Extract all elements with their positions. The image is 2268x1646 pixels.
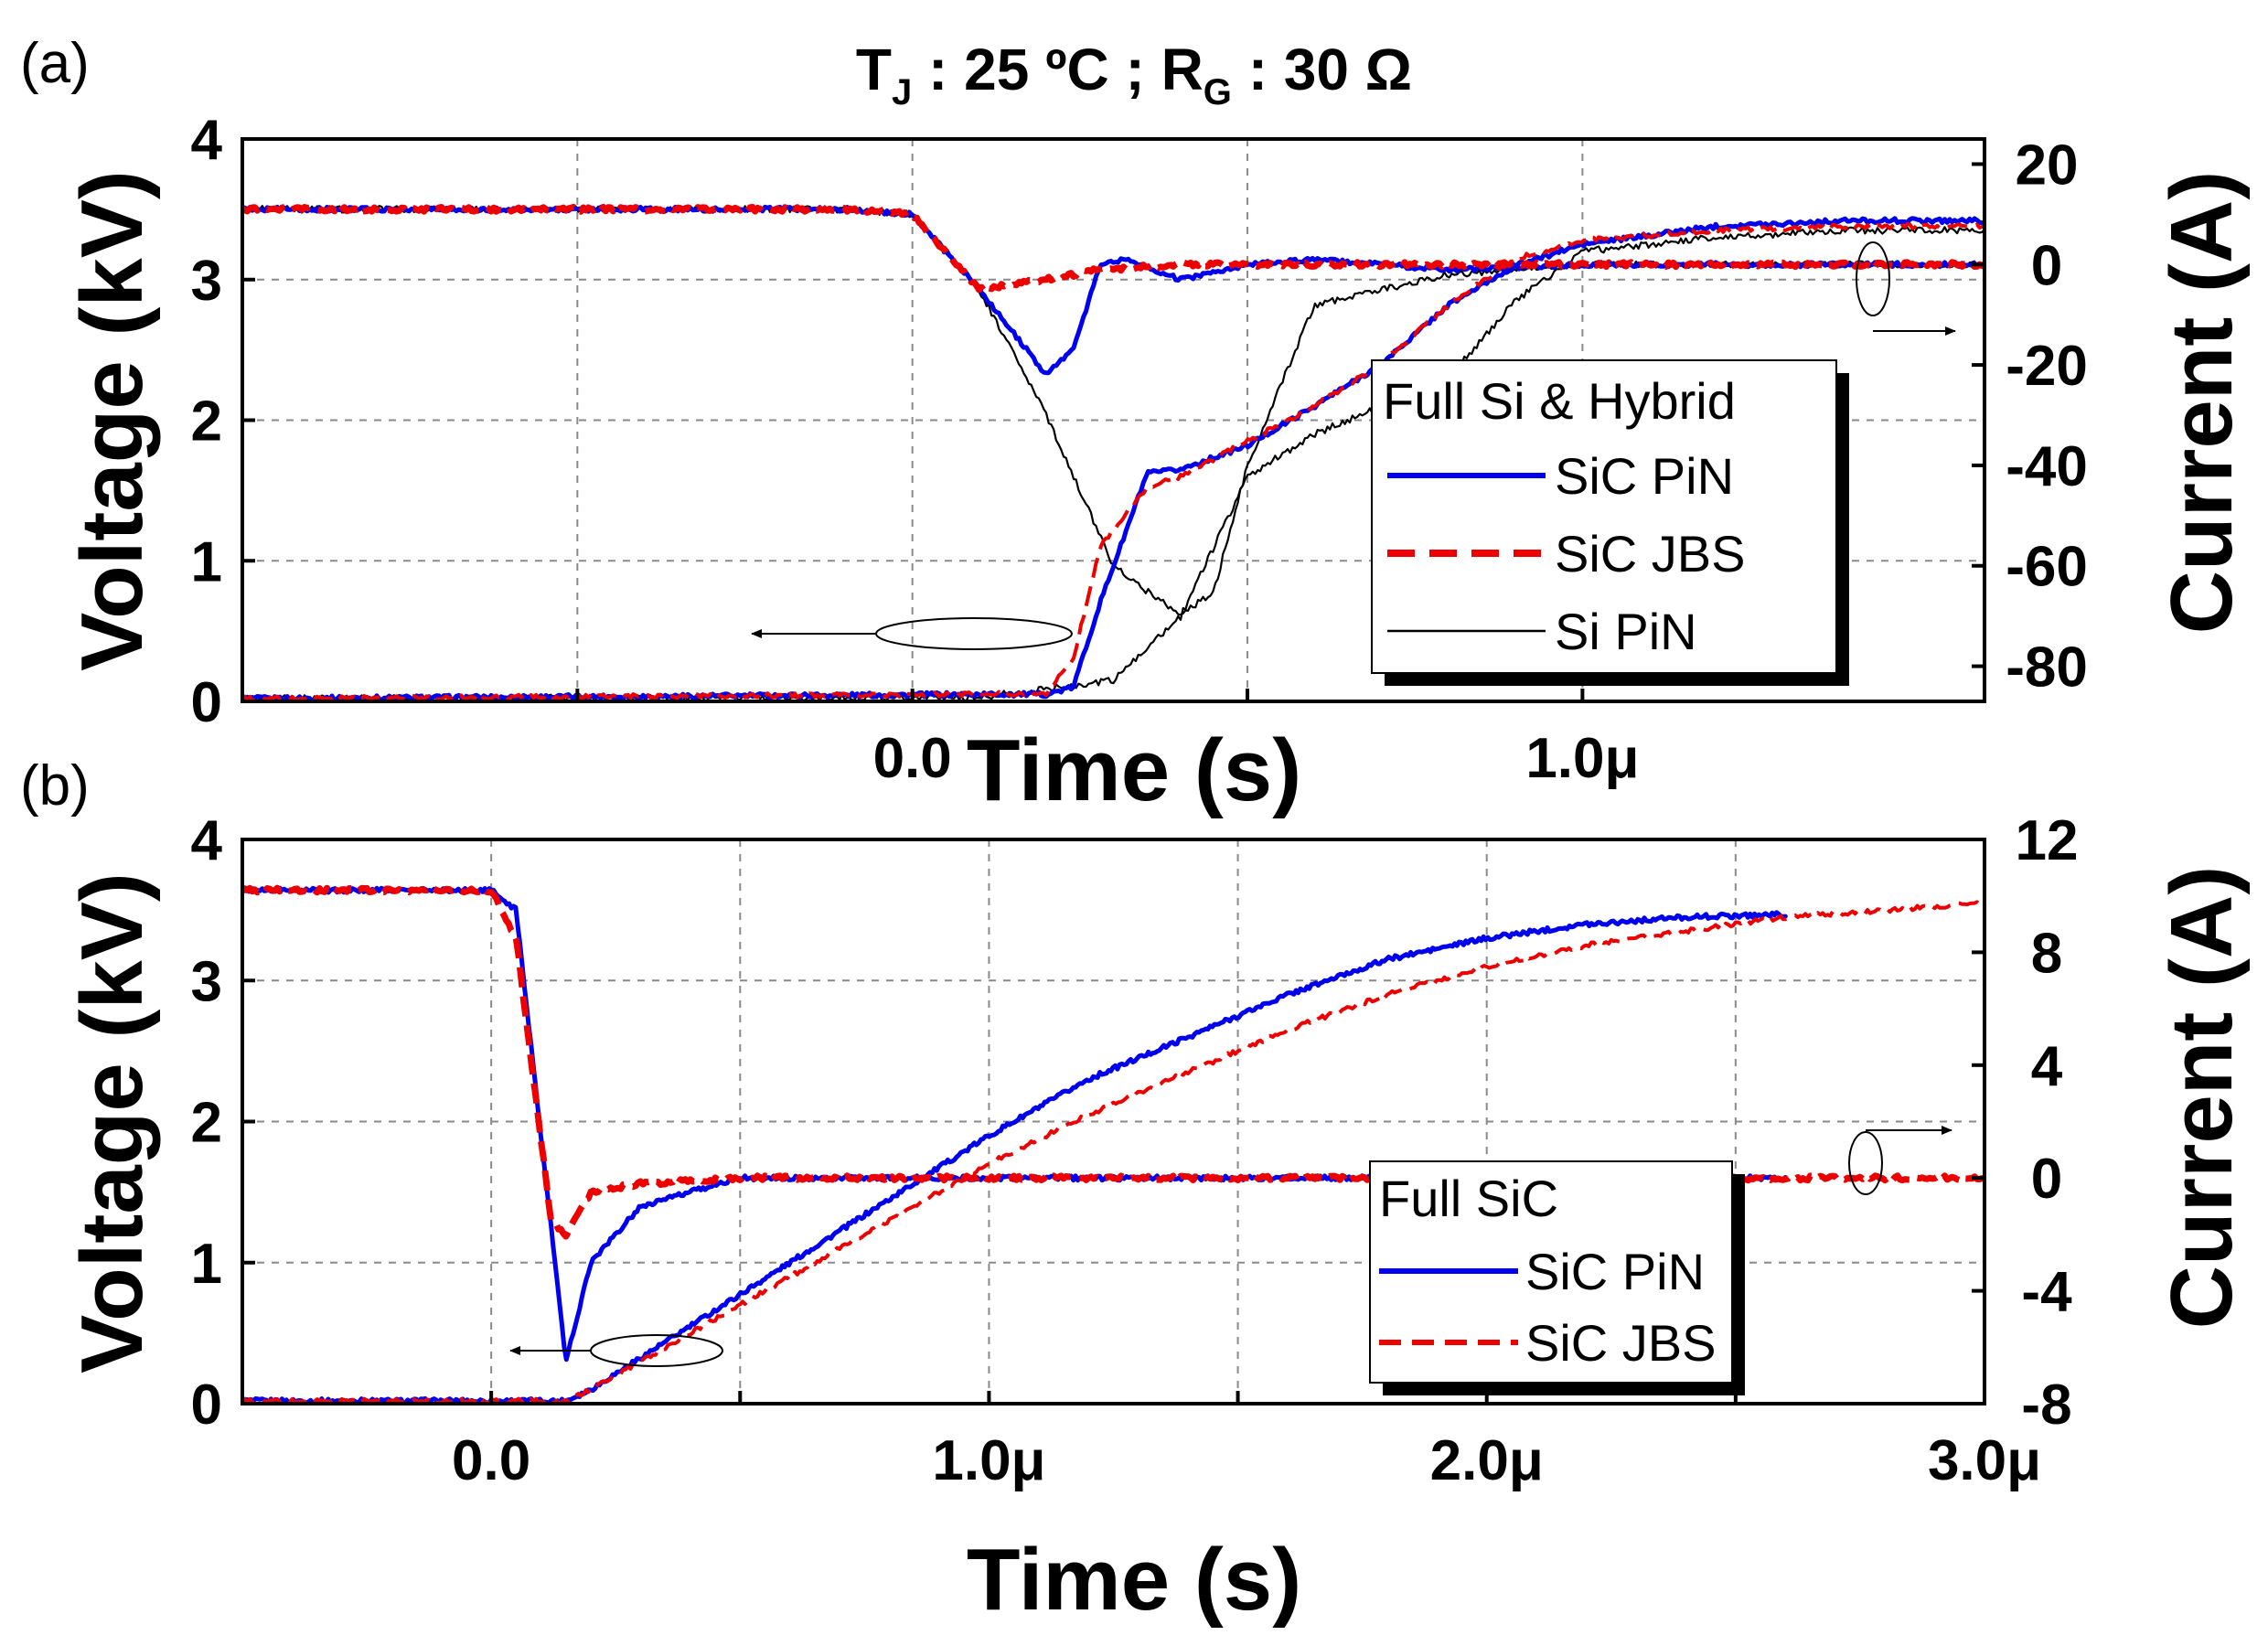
legend-label-si-pin: Si PiN [1555,603,1697,660]
title-mid: : 25 ºC ; R [912,37,1204,102]
legend-label-sic-jbs: SiC JBS [1525,1314,1717,1372]
y2-tick-label: -80 [2006,636,2088,700]
y2-tick-label: -40 [2006,435,2088,498]
x-tick-label: 3.0μ [1928,1429,2041,1492]
y2-tick-label: 0 [2031,234,2062,297]
y-tick-label: 1 [191,530,222,593]
panel-a-current-ellipse [1856,241,1890,316]
panel-b-x-axis-title: Time (s) [967,1531,1301,1629]
panel-a-voltage-ellipse [875,617,1073,650]
panel-a-label: (a) [20,32,90,95]
panel-b-y2-axis-title: Current (A) [2153,866,2251,1330]
legend-label-sic-pin: SiC PiN [1525,1243,1705,1300]
panel-b-y2-tick-labels: 12 8 4 0 -4 -8 [2016,809,2079,1437]
y2-tick-label: -60 [2006,536,2088,599]
title-sub2: G [1204,72,1232,112]
panel-a-y2-tick-labels: 20 0 -20 -40 -60 -80 [2006,134,2088,699]
legend-title: Full Si & Hybrid [1383,372,1736,430]
panel-a-ticks [242,137,1984,703]
y-tick-label: 3 [191,250,222,313]
x-tick-label: 1.0μ [932,1429,1045,1492]
x-tick-label: 0.0 [452,1429,530,1492]
panel-a-y-tick-labels: 0 1 2 3 4 [191,109,223,734]
panel-a-x-axis-title: Time (s) [967,721,1301,819]
y-tick-label: 3 [191,950,222,1013]
figure-title: TJ : 25 ºC ; RG : 30 Ω [856,37,1412,112]
panel-a-x-tick-labels: 0.0 1.0μ [873,727,1640,790]
y2-tick-label: 12 [2016,809,2079,872]
series-sic-jbs-voltage-line [242,900,1984,1404]
x-tick-label: 2.0μ [1430,1429,1544,1492]
title-tail: : 30 Ω [1232,37,1412,102]
title-sub1: J [892,72,912,112]
y-tick-label: 1 [191,1233,222,1296]
panel-b-y-tick-labels: 0 1 2 3 4 [191,809,223,1437]
y2-tick-label: 0 [2031,1148,2062,1211]
x-tick-label: 1.0μ [1525,727,1639,790]
panel-a-y2-axis-title: Current (A) [2153,171,2251,635]
y2-tick-label: 8 [2031,922,2062,985]
y2-tick-label: 20 [2016,134,2079,197]
y2-tick-label: -4 [2021,1261,2072,1324]
series-sic-pin-voltage-line [242,910,1788,1404]
legend-label-sic-jbs: SiC JBS [1555,525,1746,583]
y-tick-label: 2 [191,390,222,454]
panel-b-label: (b) [20,754,90,818]
x-tick-label: 0.0 [873,727,952,790]
y-tick-label: 0 [191,1373,222,1437]
y2-tick-label: -20 [2006,335,2088,398]
panel-b-y-axis-title: Voltage (kV) [63,872,161,1373]
y-tick-label: 0 [191,671,222,734]
legend-box [1371,359,1837,674]
y-tick-label: 4 [191,109,223,172]
panel-b-current-ellipse [1848,1131,1883,1195]
legend-title: Full SiC [1379,1170,1558,1227]
series-sic-jbs-current-line [242,203,1984,294]
legend-label-sic-pin: SiC PiN [1555,447,1734,505]
series-sic-jbs-voltage-line [242,222,1984,701]
y2-tick-label: -8 [2021,1373,2071,1437]
y-tick-label: 2 [191,1092,222,1155]
panel-a-series [242,203,1984,701]
y-tick-label: 4 [191,809,223,872]
panel-a: (a) 0 1 2 3 4 20 0 -20 -40 -60 -80 0.0 1.0μ Time (… [20,32,2251,819]
panel-a-y-axis-title: Voltage (kV) [63,170,161,671]
y2-tick-label: 4 [2031,1035,2063,1098]
panel-b-x-tick-labels: 0.0 1.0μ 2.0μ 3.0μ [452,1429,2041,1492]
panel-b-legend: Full SiC SiC PiN SiC JBS [1369,1160,1745,1395]
panel-a-legend: Full Si & Hybrid SiC PiN SiC JBS Si PiN [1371,359,1849,686]
title-main: T [856,37,892,102]
panel-b-ticks [242,838,1984,1406]
